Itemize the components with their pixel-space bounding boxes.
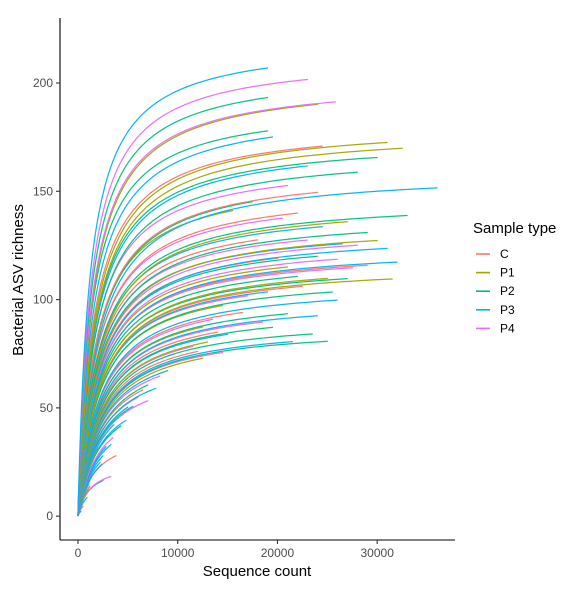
y-axis-ticks: 0 50 100 150 200 (33, 76, 60, 523)
x-axis-title: Sequence count (203, 563, 312, 580)
curve-p1 (77, 221, 348, 516)
legend-label-p1: P1 (500, 266, 515, 280)
curve-p2 (77, 171, 358, 515)
x-axis-ticks: 0 10000 20000 30000 (75, 540, 395, 560)
curve-p3 (77, 67, 269, 513)
legend-label-c: C (500, 247, 509, 261)
legend-label-p2: P2 (500, 284, 515, 298)
curve-p4 (77, 244, 358, 516)
legend: Sample type C P1 P2 P3 P4 (473, 220, 556, 335)
y-tick-label: 150 (33, 184, 53, 198)
curve-p1 (77, 141, 388, 515)
x-tick-label: 10000 (161, 546, 195, 560)
curve-p1 (77, 278, 393, 516)
legend-entries: C P1 P2 P3 P4 (476, 247, 515, 335)
x-tick-label: 0 (75, 546, 82, 560)
curve-p2 (77, 326, 274, 516)
y-tick-label: 100 (33, 293, 53, 307)
x-tick-label: 20000 (261, 546, 295, 560)
legend-label-p4: P4 (500, 321, 515, 335)
y-axis-title: Bacterial ASV richness (10, 204, 27, 356)
y-tick-label: 0 (46, 509, 53, 523)
legend-label-p3: P3 (500, 303, 515, 317)
x-tick-label: 30000 (361, 546, 395, 560)
y-tick-label: 200 (33, 76, 53, 90)
rarefaction-curves (77, 67, 438, 517)
y-tick-label: 50 (40, 401, 54, 415)
legend-title: Sample type (473, 220, 556, 237)
